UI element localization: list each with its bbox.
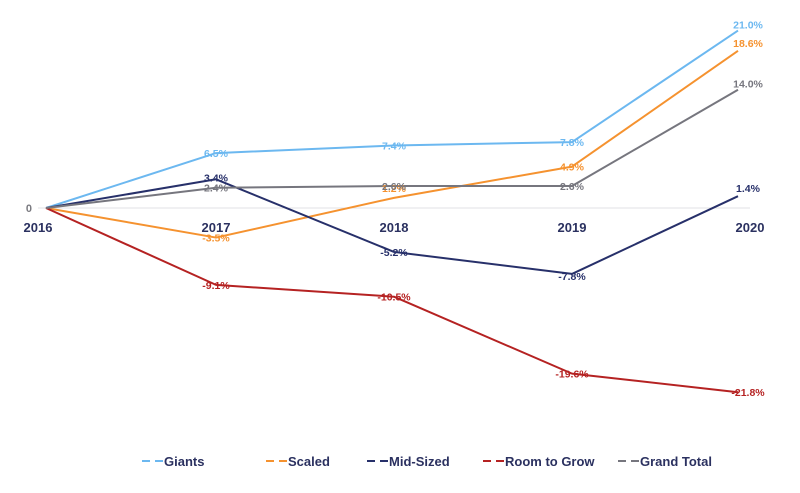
x-tick-label-2020: 2020 [736,220,765,235]
data-label: -21.8% [731,387,765,399]
series-lines [45,29,739,394]
data-label: -3.5% [202,233,230,245]
data-labels: 6.5% 7.4% 7.8% 21.0% -3.5% 1.2% 4.9% 18.6% 3.4% -… [202,20,765,400]
legend-item-mid-sized[interactable]: Mid-Sized [367,454,450,469]
x-tick-label-2019: 2019 [558,220,587,235]
series-line-room-to-grow [45,207,739,394]
data-label: -9.1% [202,280,230,292]
data-label: 4.9% [560,162,585,174]
y-zero-label: 0 [26,203,32,215]
series-line-giants [45,29,739,209]
data-label: -19.6% [555,369,589,381]
legend-item-giants[interactable]: Giants [142,454,204,469]
series-line-mid-sized [45,178,739,275]
data-label: 3.4% [204,172,229,184]
legend: Giants Scaled Mid-Sized Room to Grow Grand T… [142,454,712,469]
data-label: 7.4% [382,140,407,152]
legend-item-scaled[interactable]: Scaled [266,454,330,469]
series-line-scaled [45,50,739,239]
data-label: 14.0% [733,79,763,91]
legend-label: Giants [164,454,204,469]
legend-label: Scaled [288,454,330,469]
legend-item-grand-total[interactable]: Grand Total [618,454,712,469]
data-label: 1.2% [382,183,407,195]
data-label: 1.4% [736,183,761,195]
data-label: 7.8% [560,137,585,149]
data-label: 18.6% [733,38,763,50]
x-tick-label-2017: 2017 [202,220,231,235]
legend-label: Mid-Sized [389,454,450,469]
data-label: 2.6% [560,181,585,193]
legend-item-room-to-grow[interactable]: Room to Grow [483,454,595,469]
data-label: -7.8% [558,271,586,283]
data-label: 2.4% [204,183,229,195]
x-tick-label-2018: 2018 [380,220,409,235]
legend-label: Room to Grow [505,454,595,469]
series-line-grand-total [45,88,739,209]
data-label: 6.5% [204,148,229,160]
data-label: 21.0% [733,20,763,32]
data-label: -10.5% [377,292,411,304]
data-label: -5.2% [380,247,408,259]
data-label: 2.6% [382,181,407,193]
x-axis-tick-labels: 2016 2017 2018 2019 2020 [24,220,765,235]
x-tick-label-2016: 2016 [24,220,53,235]
legend-label: Grand Total [640,454,712,469]
